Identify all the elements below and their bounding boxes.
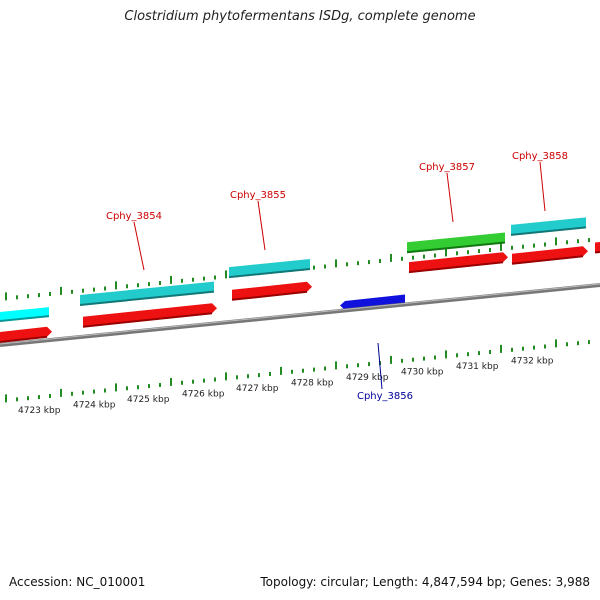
gene-block-cyan bbox=[229, 259, 310, 278]
cds-forward-arrow-shadow bbox=[511, 255, 584, 265]
cds-forward-arrow bbox=[595, 242, 600, 253]
feature-tracks bbox=[0, 217, 600, 343]
gene-leader-line bbox=[446, 172, 454, 223]
backbone-ring bbox=[0, 283, 600, 347]
gene-label: Cphy_3854 bbox=[106, 211, 162, 222]
scale-label: 4723 kbp bbox=[18, 406, 61, 416]
backbone-highlight bbox=[0, 283, 600, 345]
accession-text: Accession: NC_010001 bbox=[9, 575, 146, 589]
gene-leader-line bbox=[539, 161, 546, 212]
gene-block-cyan-shadow bbox=[79, 290, 215, 306]
inner-tick-ring bbox=[5, 339, 590, 403]
scale-label: 4732 kbp bbox=[511, 357, 554, 367]
cds-forward-arrow bbox=[83, 303, 217, 327]
cds-reverse-arrow bbox=[340, 294, 405, 310]
scale-labels: 4723 kbp 4724 kbp 4725 kbp 4726 kbp 4727 kbp… bbox=[18, 357, 554, 416]
gene-label: Cphy_3855 bbox=[230, 190, 286, 201]
scale-label: 4728 kbp bbox=[291, 379, 334, 389]
gene-leader-line bbox=[377, 342, 383, 390]
scale-label: 4729 kbp bbox=[346, 373, 389, 383]
cds-forward-arrow-shadow bbox=[231, 290, 308, 301]
scale-label: 4727 kbp bbox=[236, 384, 279, 394]
scale-label: 4725 kbp bbox=[127, 395, 170, 405]
scale-label: 4726 kbp bbox=[182, 390, 225, 400]
scale-label: 4724 kbp bbox=[73, 401, 116, 411]
cds-forward-arrow-shadow bbox=[594, 250, 600, 254]
gene-leader-line bbox=[133, 221, 145, 271]
gene-block-cyan bbox=[0, 307, 49, 321]
gene-block-cyan bbox=[511, 217, 586, 235]
cds-forward-arrow bbox=[409, 252, 508, 273]
gene-block-cyan-shadow bbox=[510, 226, 587, 236]
cds-forward-arrow bbox=[232, 281, 312, 300]
cds-forward-arrow bbox=[512, 246, 588, 264]
gene-label: Cphy_3856 bbox=[357, 391, 413, 402]
map-title: Clostridium phytofermentans ISDg, comple… bbox=[124, 9, 476, 24]
gene-labels: Cphy_3854 Cphy_3855 Cphy_3856 Cphy_3857 Cphy… bbox=[106, 151, 568, 402]
gene-leader-line bbox=[257, 200, 266, 251]
gene-block-cyan-shadow bbox=[228, 268, 311, 279]
cds-forward-arrow bbox=[0, 326, 52, 342]
cds-forward-arrow-shadow bbox=[0, 335, 48, 343]
gene-block-cyan bbox=[80, 281, 214, 305]
gene-label: Cphy_3858 bbox=[512, 151, 568, 162]
cds-forward-arrow-shadow bbox=[408, 261, 504, 274]
gene-label: Cphy_3857 bbox=[419, 162, 475, 173]
cds-forward-arrow-shadow bbox=[82, 312, 213, 328]
gene-block-green bbox=[407, 232, 505, 253]
backbone-line bbox=[0, 283, 600, 347]
gene-block-cyan-shadow bbox=[0, 315, 50, 323]
scale-label: 4731 kbp bbox=[456, 362, 499, 372]
scale-label: 4730 kbp bbox=[401, 368, 444, 378]
gene-block-green-shadow bbox=[406, 241, 506, 254]
topology-summary: Topology: circular; Length: 4,847,594 bp… bbox=[260, 575, 590, 589]
